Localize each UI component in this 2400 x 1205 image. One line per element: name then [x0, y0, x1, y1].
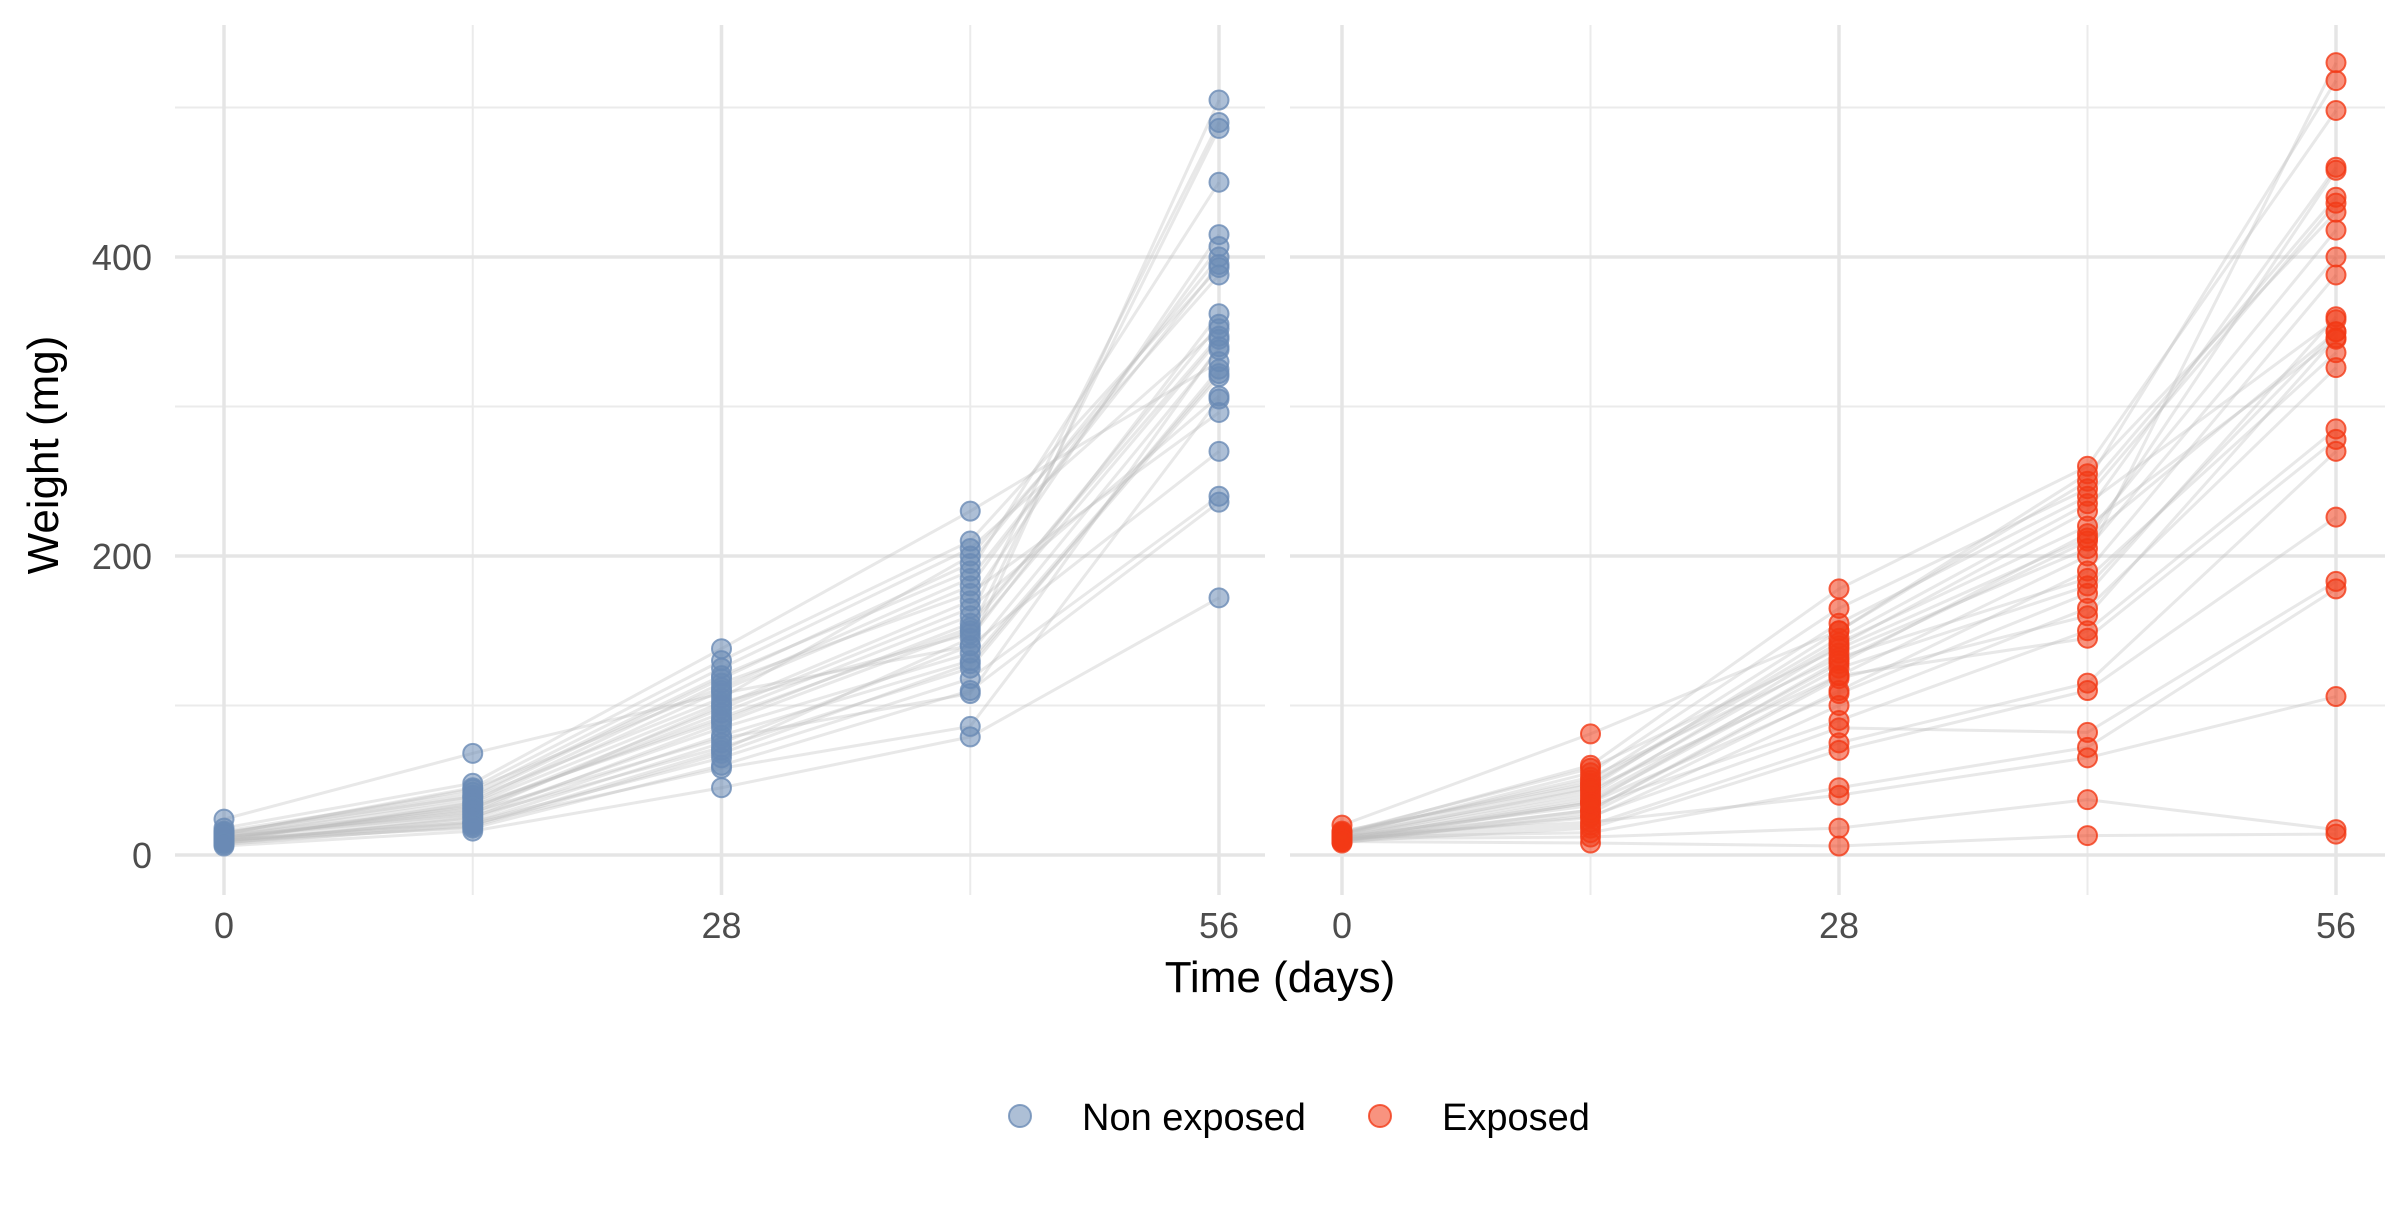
data-point	[2325, 70, 2347, 92]
data-points	[1331, 52, 2347, 857]
data-point	[462, 742, 484, 764]
data-point	[462, 816, 484, 838]
panel-exposed: 0 28 56	[1290, 25, 2385, 946]
data-point	[959, 552, 981, 574]
data-point	[959, 500, 981, 522]
data-point	[2077, 627, 2098, 649]
data-point	[959, 683, 981, 705]
legend-label: Non exposed	[1082, 1097, 1306, 1139]
data-point	[2325, 246, 2347, 268]
data-point	[2325, 440, 2347, 462]
data-point	[2325, 159, 2347, 181]
panels-layer: 0 28 56 0 200 400 0 28 56	[92, 25, 2385, 946]
data-point	[462, 796, 484, 818]
data-point	[1828, 717, 1850, 739]
data-point	[711, 706, 732, 728]
data-point	[959, 653, 981, 675]
panel-non-exposed: 0 28 56 0 200 400	[92, 25, 1265, 946]
data-point	[1208, 313, 1230, 335]
data-point	[711, 638, 732, 660]
data-point	[1208, 246, 1230, 268]
data-point	[1828, 739, 1850, 761]
data-point	[2325, 219, 2347, 241]
data-point	[1828, 817, 1850, 839]
x-tick-label: 56	[2316, 905, 2356, 946]
data-points	[213, 89, 1230, 857]
y-tick-label: 200	[92, 536, 152, 577]
data-point	[2325, 357, 2347, 379]
data-point	[2077, 680, 2098, 702]
legend-item-exposed: Exposed	[1368, 1097, 1590, 1139]
legend-item-non-exposed: Non exposed	[1008, 1097, 1306, 1139]
x-axis-title: Time (days)	[1165, 953, 1396, 1002]
data-point	[1208, 171, 1230, 193]
data-point	[1828, 632, 1850, 654]
legend-label: Exposed	[1442, 1097, 1590, 1139]
data-point	[2325, 823, 2347, 845]
y-axis-title: Weight (mg)	[19, 336, 68, 575]
legend-marker	[1008, 1104, 1032, 1128]
x-tick-label: 28	[1819, 905, 1859, 946]
data-point	[1828, 784, 1850, 806]
data-point	[2325, 201, 2347, 223]
data-point	[711, 668, 732, 690]
data-point	[2077, 747, 2098, 769]
data-point	[2325, 99, 2347, 121]
x-tick-label: 28	[701, 905, 741, 946]
data-point	[1208, 587, 1230, 609]
data-point	[2325, 506, 2347, 528]
data-point	[1828, 578, 1850, 600]
data-point	[1580, 832, 1601, 854]
x-tick-label: 56	[1199, 905, 1239, 946]
data-point	[2325, 52, 2347, 74]
data-point	[711, 777, 732, 799]
data-point	[2325, 578, 2347, 600]
y-tick-label: 400	[92, 237, 152, 278]
data-point	[959, 715, 981, 737]
data-point	[2325, 328, 2347, 350]
data-point	[2077, 515, 2098, 537]
data-point	[711, 742, 732, 764]
data-point	[1828, 665, 1850, 687]
data-point	[1208, 388, 1230, 410]
data-point	[2077, 825, 2098, 847]
data-point	[2077, 463, 2098, 485]
data-point	[1828, 683, 1850, 705]
data-point	[1580, 723, 1601, 745]
data-point	[1208, 89, 1230, 111]
data-point	[1331, 829, 1353, 851]
data-point	[213, 832, 235, 854]
data-point	[959, 617, 981, 639]
data-point	[1828, 835, 1850, 857]
x-tick-label: 0	[214, 905, 234, 946]
data-point	[1208, 117, 1230, 139]
data-point	[1208, 366, 1230, 388]
data-point	[1208, 440, 1230, 462]
data-point	[1580, 774, 1601, 796]
data-point	[1208, 491, 1230, 513]
data-point	[2325, 686, 2347, 708]
x-tick-label: 0	[1332, 905, 1352, 946]
data-point	[2077, 493, 2098, 515]
legend-marker	[1368, 1104, 1392, 1128]
y-tick-label: 0	[132, 835, 152, 876]
data-point	[2325, 264, 2347, 286]
data-point	[1580, 792, 1601, 814]
data-point	[2325, 306, 2347, 328]
legend: Non exposed Exposed	[1008, 1097, 1590, 1139]
data-point	[2077, 789, 2098, 811]
data-point	[2077, 582, 2098, 604]
